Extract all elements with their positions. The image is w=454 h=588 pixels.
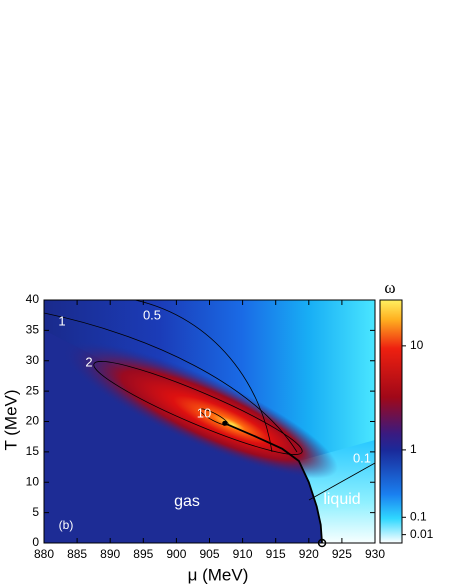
x-tick-label: 885	[67, 547, 87, 561]
y-tick-label: 35	[26, 323, 40, 337]
y-tick-label: 0	[32, 535, 39, 549]
contour-line	[134, 300, 273, 453]
contour-line	[44, 312, 298, 453]
x-axis-label: μ (MeV)	[188, 565, 249, 584]
x-tick-label: 895	[133, 547, 153, 561]
x-tick-label: 925	[332, 547, 352, 561]
y-tick-label: 10	[26, 474, 40, 488]
contour-label: 1	[58, 313, 65, 328]
contour-label: 0.5	[143, 307, 161, 322]
endpoint-marker	[317, 538, 327, 548]
x-tick-label: 890	[100, 547, 120, 561]
colorbar	[379, 299, 403, 544]
contour-label: 0.1	[353, 450, 371, 465]
phase-boundary	[224, 422, 323, 543]
colorbar-tick-label: 0.01	[410, 527, 434, 541]
contour-label: 2	[85, 354, 92, 369]
x-tick-label: 910	[233, 547, 253, 561]
annotation: (b)	[59, 518, 74, 532]
colorbar-tick-label: 10	[410, 338, 424, 352]
y-tick-label: 5	[32, 505, 39, 519]
x-tick-label: 930	[365, 547, 385, 561]
contour-line	[308, 462, 375, 501]
y-axis-label: T (MeV)	[1, 389, 20, 450]
heatmap	[44, 300, 375, 543]
x-tick-label: 900	[166, 547, 186, 561]
y-tick-label: 15	[26, 444, 40, 458]
critical-point	[222, 420, 228, 426]
contour-label: 10	[197, 405, 211, 420]
annotation: gas	[174, 493, 200, 510]
contour-line	[93, 361, 303, 455]
x-tick-label: 880	[34, 547, 54, 561]
y-tick-label: 30	[26, 353, 40, 367]
colorbar-tick-label: 1	[410, 442, 417, 456]
x-tick-label: 915	[266, 547, 286, 561]
annotation: liquid	[323, 491, 360, 508]
y-tick-label: 20	[26, 414, 40, 428]
y-tick-label: 25	[26, 383, 40, 397]
colorbar-label: ω	[384, 278, 395, 297]
x-tick-label: 905	[199, 547, 219, 561]
contour-lines	[44, 300, 375, 543]
colorbar-tick-label: 0.1	[410, 509, 427, 523]
y-tick-label: 40	[26, 292, 40, 306]
x-tick-label: 920	[299, 547, 319, 561]
